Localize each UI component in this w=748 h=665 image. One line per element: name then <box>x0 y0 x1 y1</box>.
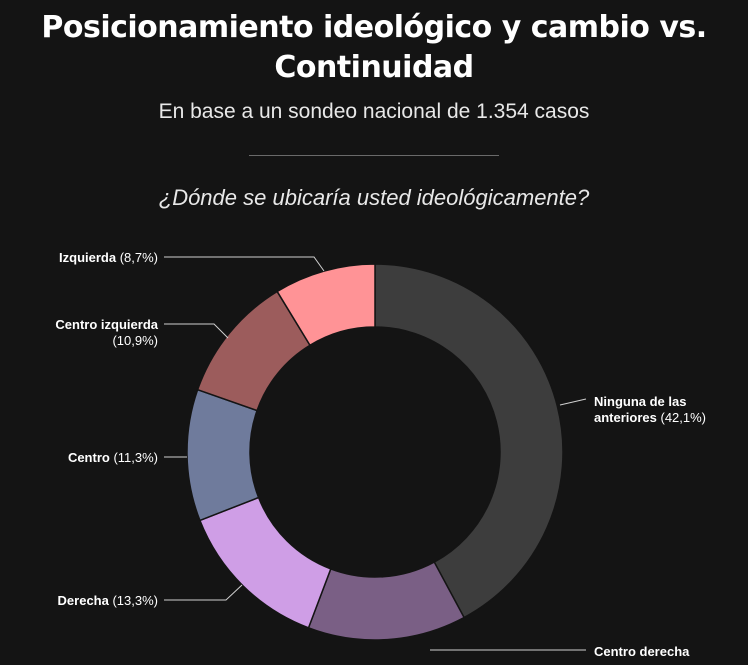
donut-slices <box>186 263 564 641</box>
leader-line <box>164 584 243 601</box>
slice-label: Centro derecha <box>594 644 690 659</box>
leader-line <box>164 323 229 339</box>
slice-label: Centro izquierda (10,9%) <box>55 317 158 348</box>
slice-label: Izquierda (8,7%) <box>59 250 158 265</box>
slice-izquierda <box>276 263 376 347</box>
divider <box>249 155 499 156</box>
slice-derecha <box>198 496 332 629</box>
chart-subtitle: En base a un sondeo nacional de 1.354 ca… <box>158 100 590 123</box>
leader-lines <box>164 256 587 651</box>
leader-line <box>559 398 587 406</box>
slice-centro-derecha <box>307 561 466 641</box>
chart-title: Posicionamiento ideológico y cambio vs. … <box>0 8 748 88</box>
slice-centro <box>186 388 260 522</box>
survey-question: ¿Dónde se ubicaría usted ideológicamente… <box>158 185 590 210</box>
title-line-1: Posicionamiento ideológico y cambio vs. <box>41 10 707 45</box>
slice-label: Derecha (13,3%) <box>58 593 158 608</box>
title-line-2: Continuidad <box>274 50 474 85</box>
slice-label: Ninguna de las anteriores (42,1%) <box>594 394 706 425</box>
leader-line <box>164 256 325 272</box>
slice-label: Centro (11,3%) <box>68 450 158 465</box>
slice-ninguna-de-las-anteriores <box>374 263 564 619</box>
slice-labels: Ninguna de las anteriores (42,1%) Centro d… <box>55 250 706 659</box>
